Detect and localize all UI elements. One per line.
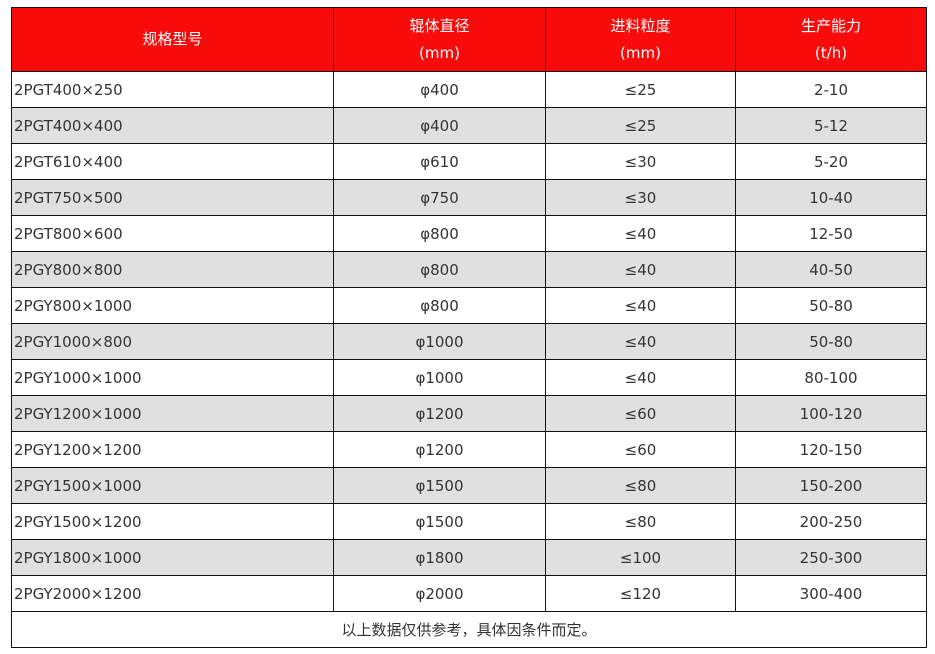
table-row: 2PGY1500×1200 φ1500 ≤80 200-250 bbox=[11, 503, 927, 540]
cell-feed-size: ≤60 bbox=[545, 431, 736, 468]
cell-model: 2PGT400×250 bbox=[11, 71, 334, 108]
cell-capacity: 300-400 bbox=[735, 575, 927, 612]
cell-roll-diameter: φ610 bbox=[333, 143, 546, 180]
table-row: 2PGY1000×1000 φ1000 ≤40 80-100 bbox=[11, 359, 927, 396]
cell-roll-diameter: φ2000 bbox=[333, 575, 546, 612]
table-row: 2PGT400×250 φ400 ≤25 2-10 bbox=[11, 71, 927, 108]
table-row: 2PGY2000×1200 φ2000 ≤120 300-400 bbox=[11, 575, 927, 612]
cell-model: 2PGY1000×1000 bbox=[11, 359, 334, 396]
cell-roll-diameter: φ400 bbox=[333, 71, 546, 108]
cell-model: 2PGT400×400 bbox=[11, 107, 334, 144]
cell-capacity: 250-300 bbox=[735, 539, 927, 576]
cell-feed-size: ≤80 bbox=[545, 467, 736, 504]
cell-capacity: 5-12 bbox=[735, 107, 927, 144]
cell-capacity: 2-10 bbox=[735, 71, 927, 108]
header-label: 生产能力 bbox=[800, 16, 861, 35]
cell-roll-diameter: φ750 bbox=[333, 179, 546, 216]
cell-roll-diameter: φ1500 bbox=[333, 503, 546, 540]
header-capacity: 生产能力 (t/h) bbox=[735, 7, 927, 72]
cell-model: 2PGY1500×1000 bbox=[11, 467, 334, 504]
cell-model: 2PGT800×600 bbox=[11, 215, 334, 252]
table-row: 2PGY1800×1000 φ1800 ≤100 250-300 bbox=[11, 539, 927, 576]
cell-feed-size: ≤80 bbox=[545, 503, 736, 540]
header-roll-diameter: 辊体直径 (mm) bbox=[333, 7, 546, 72]
cell-roll-diameter: φ800 bbox=[333, 287, 546, 324]
header-model-label: 规格型号 bbox=[142, 30, 203, 48]
cell-roll-diameter: φ1800 bbox=[333, 539, 546, 576]
table-row: 2PGT610×400 φ610 ≤30 5-20 bbox=[11, 143, 927, 180]
cell-model: 2PGY2000×1200 bbox=[11, 575, 334, 612]
cell-feed-size: ≤40 bbox=[545, 287, 736, 324]
table-row: 2PGY1200×1000 φ1200 ≤60 100-120 bbox=[11, 395, 927, 432]
cell-roll-diameter: φ400 bbox=[333, 107, 546, 144]
cell-capacity: 12-50 bbox=[735, 215, 927, 252]
cell-model: 2PGT750×500 bbox=[11, 179, 334, 216]
cell-capacity: 40-50 bbox=[735, 251, 927, 288]
header-label: 进料粒度 bbox=[610, 16, 671, 35]
cell-roll-diameter: φ1000 bbox=[333, 359, 546, 396]
cell-capacity: 200-250 bbox=[735, 503, 927, 540]
cell-model: 2PGY1200×1000 bbox=[11, 395, 334, 432]
cell-capacity: 80-100 bbox=[735, 359, 927, 396]
cell-model: 2PGT610×400 bbox=[11, 143, 334, 180]
cell-model: 2PGY1000×800 bbox=[11, 323, 334, 360]
cell-model: 2PGY1200×1200 bbox=[11, 431, 334, 468]
cell-feed-size: ≤100 bbox=[545, 539, 736, 576]
header-unit: (mm) bbox=[419, 43, 460, 62]
cell-model: 2PGY800×800 bbox=[11, 251, 334, 288]
cell-model: 2PGY1800×1000 bbox=[11, 539, 334, 576]
cell-roll-diameter: φ1200 bbox=[333, 431, 546, 468]
cell-roll-diameter: φ800 bbox=[333, 215, 546, 252]
table-row: 2PGT400×400 φ400 ≤25 5-12 bbox=[11, 107, 927, 144]
cell-roll-diameter: φ800 bbox=[333, 251, 546, 288]
cell-feed-size: ≤60 bbox=[545, 395, 736, 432]
footer-note: 以上数据仅供参考，具体因条件而定。 bbox=[11, 611, 927, 648]
header-label: 辊体直径 bbox=[409, 16, 470, 35]
cell-feed-size: ≤30 bbox=[545, 143, 736, 180]
cell-capacity: 120-150 bbox=[735, 431, 927, 468]
table-row: 2PGY1200×1200 φ1200 ≤60 120-150 bbox=[11, 431, 927, 468]
cell-model: 2PGY1500×1200 bbox=[11, 503, 334, 540]
cell-feed-size: ≤25 bbox=[545, 107, 736, 144]
spec-table: 规格型号 辊体直径 (mm) 进料粒度 (mm) 生产能力 (t/h) 2PGT400… bbox=[11, 7, 927, 648]
cell-roll-diameter: φ1200 bbox=[333, 395, 546, 432]
header-unit: (mm) bbox=[620, 43, 661, 62]
table-row: 2PGY1000×800 φ1000 ≤40 50-80 bbox=[11, 323, 927, 360]
cell-feed-size: ≤120 bbox=[545, 575, 736, 612]
footer-row: 以上数据仅供参考，具体因条件而定。 bbox=[11, 611, 927, 648]
cell-model: 2PGY800×1000 bbox=[11, 287, 334, 324]
header-row: 规格型号 辊体直径 (mm) 进料粒度 (mm) 生产能力 (t/h) bbox=[11, 7, 927, 72]
cell-capacity: 50-80 bbox=[735, 287, 927, 324]
cell-capacity: 5-20 bbox=[735, 143, 927, 180]
table-row: 2PGT800×600 φ800 ≤40 12-50 bbox=[11, 215, 927, 252]
cell-feed-size: ≤40 bbox=[545, 215, 736, 252]
cell-capacity: 50-80 bbox=[735, 323, 927, 360]
cell-roll-diameter: φ1500 bbox=[333, 467, 546, 504]
header-unit: (t/h) bbox=[814, 43, 848, 62]
cell-feed-size: ≤25 bbox=[545, 71, 736, 108]
table-row: 2PGT750×500 φ750 ≤30 10-40 bbox=[11, 179, 927, 216]
header-feed-size: 进料粒度 (mm) bbox=[545, 7, 736, 72]
cell-capacity: 10-40 bbox=[735, 179, 927, 216]
cell-capacity: 150-200 bbox=[735, 467, 927, 504]
table-row: 2PGY1500×1000 φ1500 ≤80 150-200 bbox=[11, 467, 927, 504]
cell-feed-size: ≤40 bbox=[545, 251, 736, 288]
cell-feed-size: ≤30 bbox=[545, 179, 736, 216]
table-row: 2PGY800×800 φ800 ≤40 40-50 bbox=[11, 251, 927, 288]
header-model: 规格型号 bbox=[11, 7, 334, 72]
cell-feed-size: ≤40 bbox=[545, 323, 736, 360]
cell-feed-size: ≤40 bbox=[545, 359, 736, 396]
table-row: 2PGY800×1000 φ800 ≤40 50-80 bbox=[11, 287, 927, 324]
cell-roll-diameter: φ1000 bbox=[333, 323, 546, 360]
table-body: 2PGT400×250 φ400 ≤25 2-10 2PGT400×400 φ400 ≤25… bbox=[11, 71, 927, 612]
cell-capacity: 100-120 bbox=[735, 395, 927, 432]
